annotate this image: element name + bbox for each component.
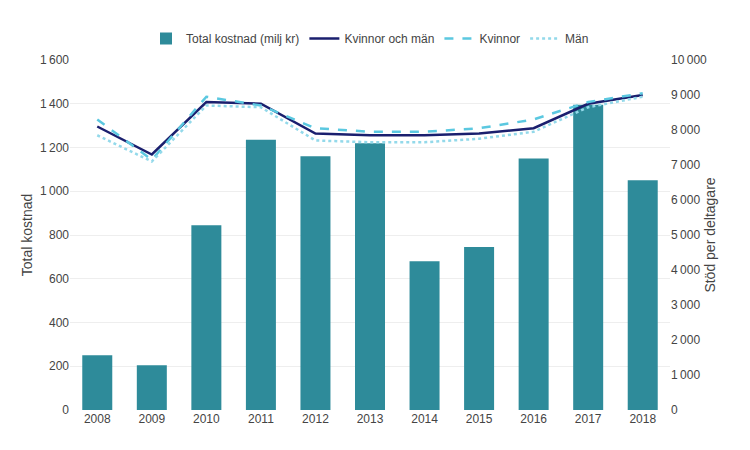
svg-text:9 000: 9 000 [671, 88, 700, 102]
svg-text:0: 0 [62, 403, 69, 417]
svg-text:7 000: 7 000 [671, 158, 700, 172]
svg-text:2015: 2015 [466, 412, 493, 426]
svg-text:8 000: 8 000 [671, 123, 700, 137]
svg-text:Kvinnor och män: Kvinnor och män [344, 32, 434, 46]
svg-text:3 000: 3 000 [671, 298, 700, 312]
svg-text:2017: 2017 [575, 412, 602, 426]
svg-text:Total kostnad: Total kostnad [19, 194, 35, 277]
svg-text:1 000: 1 000 [40, 184, 69, 198]
svg-text:4 000: 4 000 [671, 263, 700, 277]
svg-text:6 000: 6 000 [671, 193, 700, 207]
svg-text:1 400: 1 400 [40, 97, 69, 111]
svg-text:5 000: 5 000 [671, 228, 700, 242]
svg-text:1 600: 1 600 [40, 53, 69, 67]
svg-text:Total kostnad (milj kr): Total kostnad (milj kr) [186, 32, 299, 46]
svg-text:2016: 2016 [520, 412, 547, 426]
svg-text:2011: 2011 [248, 412, 274, 426]
svg-text:Kvinnor: Kvinnor [479, 32, 520, 46]
svg-text:10 000: 10 000 [671, 53, 707, 67]
svg-text:2018: 2018 [629, 412, 656, 426]
svg-text:2014: 2014 [411, 412, 438, 426]
svg-text:2010: 2010 [193, 412, 220, 426]
svg-text:Män: Män [565, 32, 588, 46]
svg-text:2009: 2009 [138, 412, 165, 426]
svg-text:1 200: 1 200 [40, 141, 69, 155]
svg-text:Stöd per deltagare: Stöd per deltagare [702, 177, 718, 292]
svg-text:200: 200 [49, 359, 69, 373]
svg-text:1 000: 1 000 [671, 368, 700, 382]
svg-text:2013: 2013 [357, 412, 384, 426]
svg-text:600: 600 [49, 272, 69, 286]
svg-text:2012: 2012 [302, 412, 329, 426]
svg-text:0: 0 [671, 403, 678, 417]
svg-text:800: 800 [49, 228, 69, 242]
svg-text:2 000: 2 000 [671, 333, 700, 347]
svg-text:400: 400 [49, 316, 69, 330]
svg-text:2008: 2008 [84, 412, 111, 426]
